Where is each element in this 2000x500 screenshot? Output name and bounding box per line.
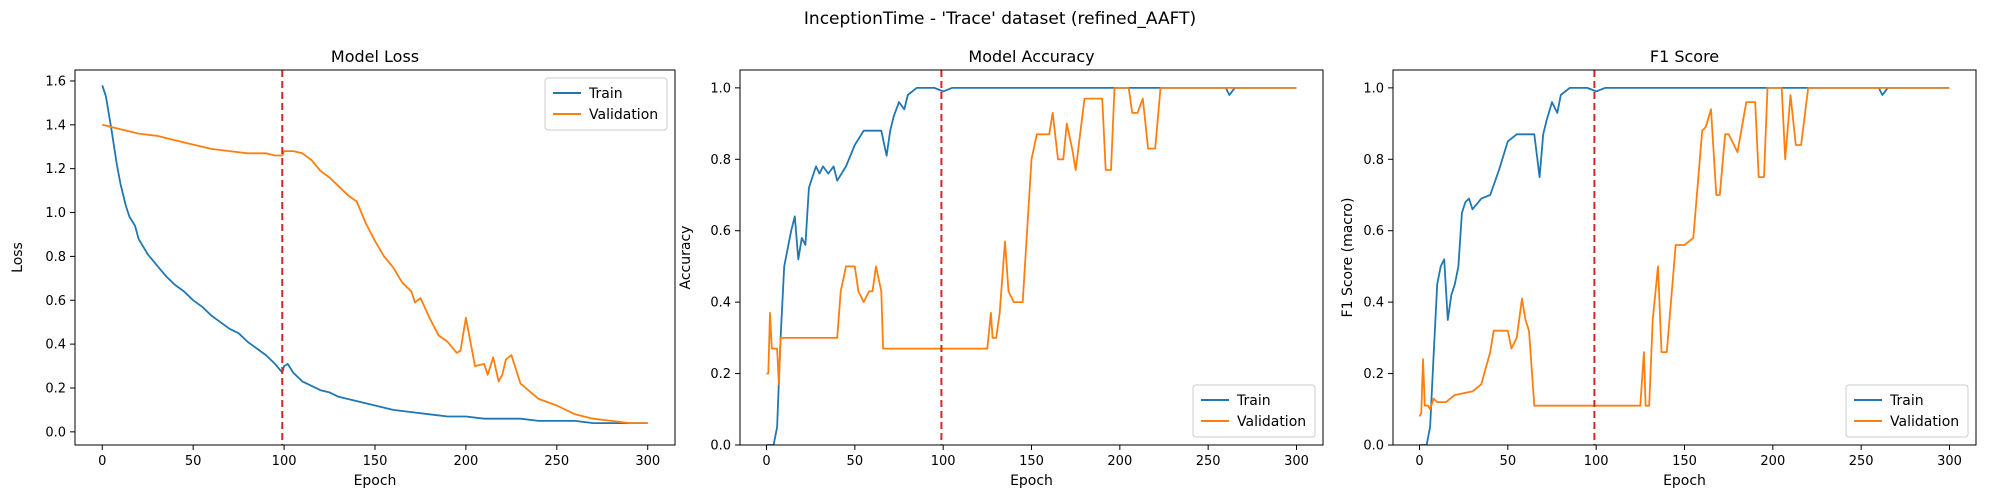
legend-label-train: Train: [1236, 393, 1271, 409]
y-tick-label: 0.2: [1363, 367, 1384, 382]
y-axis-label: Accuracy: [678, 226, 694, 290]
x-tick-label: 300: [1284, 454, 1309, 469]
y-tick-label: 0.8: [45, 250, 66, 265]
panel-title: F1 Score: [1650, 47, 1719, 66]
x-tick-label: 300: [635, 454, 660, 469]
y-tick-label: 0.4: [1363, 296, 1384, 311]
x-tick-label: 0: [1415, 454, 1423, 469]
panel-title: Model Accuracy: [968, 47, 1094, 66]
plot-frame: [1392, 69, 1977, 446]
y-tick-label: 0.8: [1363, 153, 1384, 168]
x-tick-label: 100: [931, 454, 956, 469]
x-axis-label: Epoch: [354, 473, 397, 489]
x-tick-label: 200: [453, 454, 478, 469]
x-tick-label: 200: [1107, 454, 1132, 469]
legend: Train Validation: [1845, 384, 1969, 438]
y-tick-label: 0.4: [710, 296, 731, 311]
plot-frame: [74, 69, 676, 446]
x-tick-label: 250: [1196, 454, 1221, 469]
legend: Train Validation: [1192, 384, 1316, 438]
legend-box: [1192, 384, 1316, 438]
x-tick-label: 200: [1760, 454, 1785, 469]
series-line-validation: [102, 123, 648, 424]
y-tick-label: 0.0: [710, 439, 731, 454]
x-tick-label: 50: [185, 454, 202, 469]
chart-panel-3: F1 Score 0 50 100 150 200 250 300 0.0 0.2 0.4 0.6 0.…: [1340, 47, 1977, 489]
x-tick-label: 150: [1672, 454, 1697, 469]
x-tick-label: 50: [847, 454, 864, 469]
panel-title: Model Loss: [331, 47, 419, 66]
legend: Train Validation: [544, 77, 668, 131]
chart-panel-1: Model Loss 0 50 100 150 200 250 300 0.0 0.2 0.4 0.6…: [10, 47, 676, 489]
legend-label-train: Train: [1889, 393, 1924, 409]
y-tick-label: 0.2: [45, 381, 66, 396]
series-line-validation: [1418, 87, 1950, 417]
x-tick-label: 100: [1584, 454, 1609, 469]
y-tick-label: 1.4: [45, 118, 66, 133]
x-tick-label: 100: [272, 454, 297, 469]
y-tick-label: 0.8: [710, 153, 731, 168]
y-tick-label: 0.0: [1363, 439, 1384, 454]
legend-box: [544, 77, 668, 131]
y-tick-label: 0.0: [45, 425, 66, 440]
legend-label-validation: Validation: [1890, 414, 1959, 430]
y-tick-label: 0.2: [710, 367, 731, 382]
x-tick-label: 300: [1937, 454, 1962, 469]
y-tick-label: 1.6: [45, 74, 66, 89]
x-tick-label: 50: [1500, 454, 1517, 469]
y-tick-label: 0.6: [710, 224, 731, 239]
x-axis-label: Epoch: [1663, 473, 1706, 489]
y-axis-label: F1 Score (macro): [1340, 198, 1356, 318]
y-tick-label: 1.2: [45, 162, 66, 177]
x-tick-label: 250: [544, 454, 569, 469]
series-line-validation: [766, 87, 1297, 386]
figure-suptitle: InceptionTime - 'Trace' dataset (refined…: [804, 9, 1196, 29]
legend-label-validation: Validation: [1237, 414, 1306, 430]
y-tick-label: 1.0: [45, 206, 66, 221]
series-line-train: [101, 85, 648, 424]
y-tick-label: 1.0: [710, 81, 731, 96]
x-axis-label: Epoch: [1010, 473, 1053, 489]
legend-label-validation: Validation: [589, 107, 658, 123]
y-tick-label: 1.0: [1363, 81, 1384, 96]
chart-panel-2: Model Accuracy 0 50 100 150 200 250 300 0.0 0.2 0.…: [678, 47, 1324, 489]
y-tick-label: 0.4: [45, 338, 66, 353]
series-line-train: [766, 87, 1297, 445]
x-tick-label: 250: [1849, 454, 1874, 469]
series-line-train: [1419, 87, 1950, 445]
plot-frame: [739, 69, 1324, 446]
y-axis-label: Loss: [10, 242, 26, 273]
x-tick-label: 150: [1019, 454, 1044, 469]
x-tick-label: 0: [98, 454, 106, 469]
legend-label-train: Train: [588, 86, 623, 102]
y-tick-label: 0.6: [45, 294, 66, 309]
legend-box: [1845, 384, 1969, 438]
y-tick-label: 0.6: [1363, 224, 1384, 239]
x-tick-label: 0: [762, 454, 770, 469]
x-tick-label: 150: [363, 454, 388, 469]
